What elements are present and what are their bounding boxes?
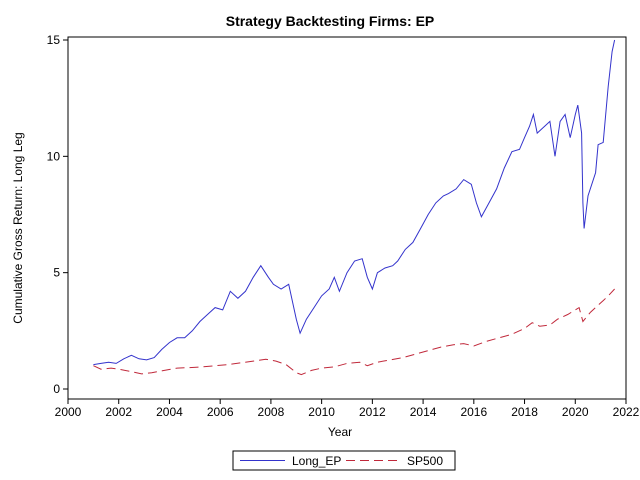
y-tick-label: 15 [47,33,61,47]
plot-frame [67,36,627,400]
x-tick-label: 2012 [359,405,386,419]
x-tick-label: 2016 [460,405,487,419]
y-tick-label: 0 [53,382,60,396]
x-tick-label: 2004 [156,405,183,419]
x-tick-label: 2002 [105,405,132,419]
chart-title: Strategy Backtesting Firms: EP [226,13,435,29]
x-tick-label: 2008 [258,405,285,419]
x-tick-label: 2014 [410,405,437,419]
series-layer [93,39,616,376]
series-line-sp500 [93,288,615,376]
y-axis: 0 5 10 15 [47,33,68,396]
legend-box [232,450,456,471]
x-axis: 2000 2002 2004 2006 2008 2010 2012 2014 2016 2018… [55,399,640,419]
legend-label-long-ep: Long_EP [292,454,341,468]
x-tick-label: 2006 [207,405,234,419]
x-tick-label: 2020 [562,405,589,419]
y-axis-title: Cumulative Gross Return: Long Leg [11,132,25,323]
legend: Long_EP SP500 [232,450,456,471]
y-tick-label: 10 [47,149,61,163]
series-line-long-ep [93,39,616,366]
x-tick-label: 2010 [308,405,335,419]
x-tick-label: 2000 [55,405,82,419]
legend-label-sp500: SP500 [407,454,443,468]
x-tick-label: 2018 [511,405,538,419]
x-tick-label: 2022 [613,405,640,419]
y-tick-label: 5 [53,266,60,280]
x-axis-title: Year [328,425,352,439]
